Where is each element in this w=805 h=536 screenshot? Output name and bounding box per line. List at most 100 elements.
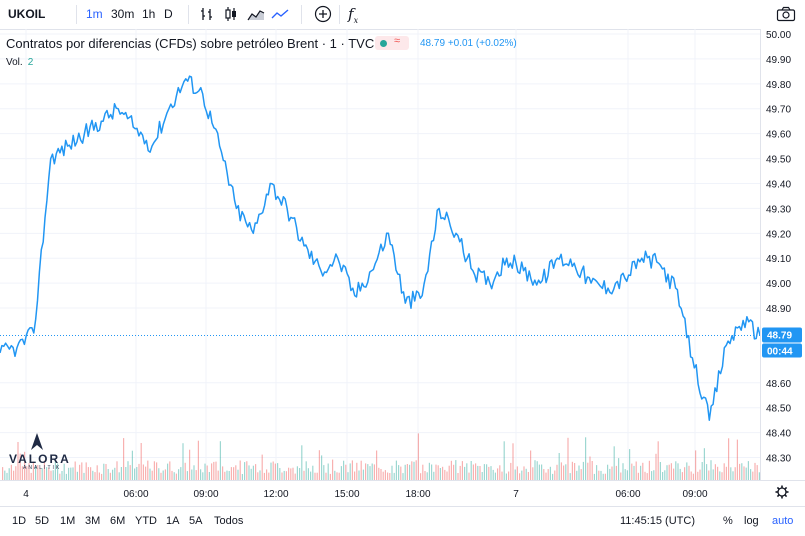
- volume-bar: [615, 465, 617, 480]
- time-tick-label: 7: [513, 489, 519, 500]
- volume-bar: [657, 441, 659, 480]
- volume-bar: [153, 461, 155, 480]
- volume-bar: [697, 471, 699, 480]
- volume-bar: [2, 467, 4, 480]
- volume-bar: [497, 468, 499, 480]
- volume-bar: [296, 466, 298, 480]
- volume-bar: [354, 471, 356, 480]
- logo-sub: ANALITIK: [23, 465, 62, 471]
- valora-logo-mark: [31, 433, 43, 450]
- legend-last-price: 48.79: [420, 38, 446, 49]
- volume-bar: [387, 472, 389, 480]
- volume-bar: [101, 473, 103, 480]
- volume-bar: [541, 464, 543, 480]
- volume-bar: [345, 464, 347, 480]
- volume-bar: [424, 471, 426, 480]
- volume-bar: [538, 464, 540, 480]
- volume-bar: [178, 469, 180, 480]
- volume-bar: [547, 469, 549, 480]
- range-ytd-button[interactable]: YTD: [135, 515, 157, 527]
- range-1d-button[interactable]: 1D: [12, 515, 27, 527]
- volume-bar: [532, 467, 534, 480]
- camera-icon[interactable]: [776, 6, 796, 22]
- volume-bar: [274, 463, 276, 480]
- volume-bar: [640, 465, 642, 480]
- volume-bar: [279, 468, 281, 480]
- bottom-toolbar: 1D 5D 1M 3M 6M YTD 1A 5A Todos 11:45:15 …: [0, 506, 805, 536]
- volume-bar: [428, 462, 430, 480]
- range-5a-button[interactable]: 5A: [189, 515, 203, 527]
- log-scale-toggle[interactable]: log: [744, 515, 759, 527]
- volume-bar: [360, 460, 362, 480]
- interval-d-button[interactable]: D: [164, 7, 173, 21]
- volume-bar: [362, 469, 364, 480]
- price-tick-label: 49.80: [766, 80, 791, 91]
- time-axis: 4 06:00 09:00 12:00 15:00 18:00 7 06:00 09:00: [0, 480, 805, 506]
- volume-bar: [673, 468, 675, 480]
- interval-1h-button[interactable]: 1h: [142, 7, 156, 21]
- volume-bar: [167, 463, 169, 480]
- interval-30m-button[interactable]: 30m: [111, 7, 135, 21]
- volume-bar: [453, 464, 455, 480]
- range-all-button[interactable]: Todos: [214, 515, 244, 527]
- volume-bar: [494, 472, 496, 480]
- volume-bar: [695, 450, 697, 480]
- volume-bar: [376, 450, 378, 480]
- range-5d-button[interactable]: 5D: [35, 515, 50, 527]
- volume-bar: [501, 471, 503, 480]
- volume-legend-label: Vol.: [6, 57, 23, 68]
- volume-bar: [17, 442, 19, 480]
- volume-bar: [250, 468, 252, 480]
- time-tick-label: 06:00: [123, 489, 148, 500]
- volume-bar: [338, 472, 340, 480]
- range-1m-button[interactable]: 1M: [60, 515, 76, 527]
- volume-bar: [734, 467, 736, 480]
- percent-scale-toggle[interactable]: %: [723, 515, 733, 527]
- volume-bar: [534, 460, 536, 480]
- volume-bar: [294, 473, 296, 480]
- bars-style-icon[interactable]: [199, 6, 215, 22]
- interval-1m-button[interactable]: 1m: [86, 7, 103, 21]
- volume-bar: [607, 464, 609, 480]
- volume-bar: [580, 469, 582, 480]
- volume-bar: [582, 461, 584, 480]
- candles-style-icon[interactable]: [223, 6, 239, 22]
- add-indicator-icon[interactable]: [314, 5, 332, 23]
- volume-bar: [257, 472, 259, 480]
- volume-bar: [721, 472, 723, 480]
- range-1a-button[interactable]: 1A: [166, 515, 180, 527]
- volume-bar: [270, 462, 272, 480]
- auto-scale-toggle[interactable]: auto: [772, 515, 794, 527]
- volume-bar: [138, 463, 140, 480]
- volume-bar: [356, 462, 358, 480]
- volume-bar: [668, 464, 670, 480]
- volume-bar: [736, 439, 738, 480]
- market-open-dot: [380, 40, 387, 47]
- volume-bar: [206, 465, 208, 480]
- range-3m-button[interactable]: 3M: [85, 515, 101, 527]
- volume-bar: [391, 465, 393, 480]
- line-style-icon[interactable]: [271, 6, 289, 22]
- volume-bar: [525, 468, 527, 480]
- market-status-badge[interactable]: ≈: [375, 35, 409, 50]
- volume-bar: [706, 464, 708, 480]
- area-style-icon[interactable]: [247, 6, 265, 22]
- indicators-fx-icon[interactable]: fx: [348, 5, 359, 25]
- volume-bar: [263, 472, 265, 480]
- volume-bar: [48, 467, 50, 480]
- volume-bar: [277, 463, 279, 480]
- volume-bar: [598, 470, 600, 480]
- symbol-search-button[interactable]: UKOIL: [8, 7, 46, 21]
- volume-bar: [41, 468, 43, 480]
- volume-bar: [400, 466, 402, 480]
- volume-bar: [107, 469, 109, 480]
- range-6m-button[interactable]: 6M: [110, 515, 126, 527]
- volume-bar: [576, 470, 578, 480]
- volume-bar: [10, 464, 12, 480]
- volume-bar: [521, 470, 523, 480]
- countdown-tag: [762, 343, 802, 358]
- utc-clock[interactable]: 11:45:15 (UTC): [620, 515, 695, 527]
- volume-bar: [43, 460, 45, 480]
- volume-bar: [512, 443, 514, 480]
